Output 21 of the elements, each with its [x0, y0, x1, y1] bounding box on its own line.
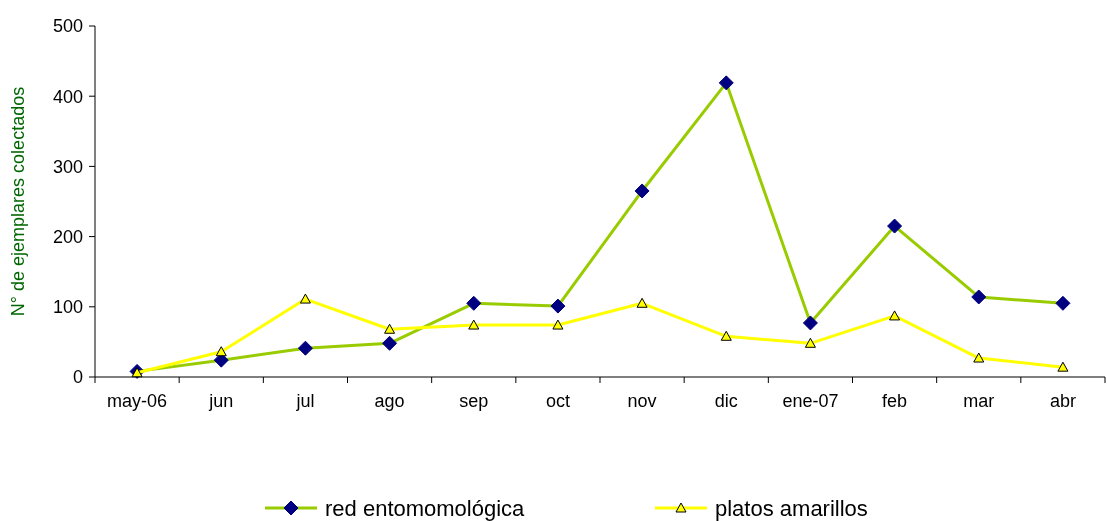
x-tick-label: jun [208, 391, 234, 411]
y-tick-label: 200 [52, 226, 83, 247]
x-tick-label: feb [882, 391, 908, 411]
y-tick-label: 300 [52, 156, 83, 177]
x-tick-label: ene-07 [782, 391, 839, 411]
y-axis-title: N° de ejemplares colectados [8, 86, 28, 317]
x-tick-label: jul [295, 391, 315, 411]
x-tick-label: ago [374, 391, 405, 411]
legend-label: platos amarillos [715, 495, 868, 521]
x-tick-label: sep [459, 391, 489, 411]
x-tick-label: oct [545, 391, 570, 411]
x-tick-label: mar [963, 391, 995, 411]
x-tick-label: may-06 [107, 391, 168, 411]
y-tick-label: 500 [52, 16, 83, 37]
y-tick-label: 100 [52, 297, 83, 318]
legend-label: red entomomológica [325, 495, 526, 521]
y-tick-label: 400 [52, 86, 83, 107]
x-tick-label: abr [1049, 391, 1076, 411]
x-tick-label: nov [627, 391, 657, 411]
y-tick-label: 0 [72, 367, 83, 388]
x-tick-label: dic [714, 391, 738, 411]
